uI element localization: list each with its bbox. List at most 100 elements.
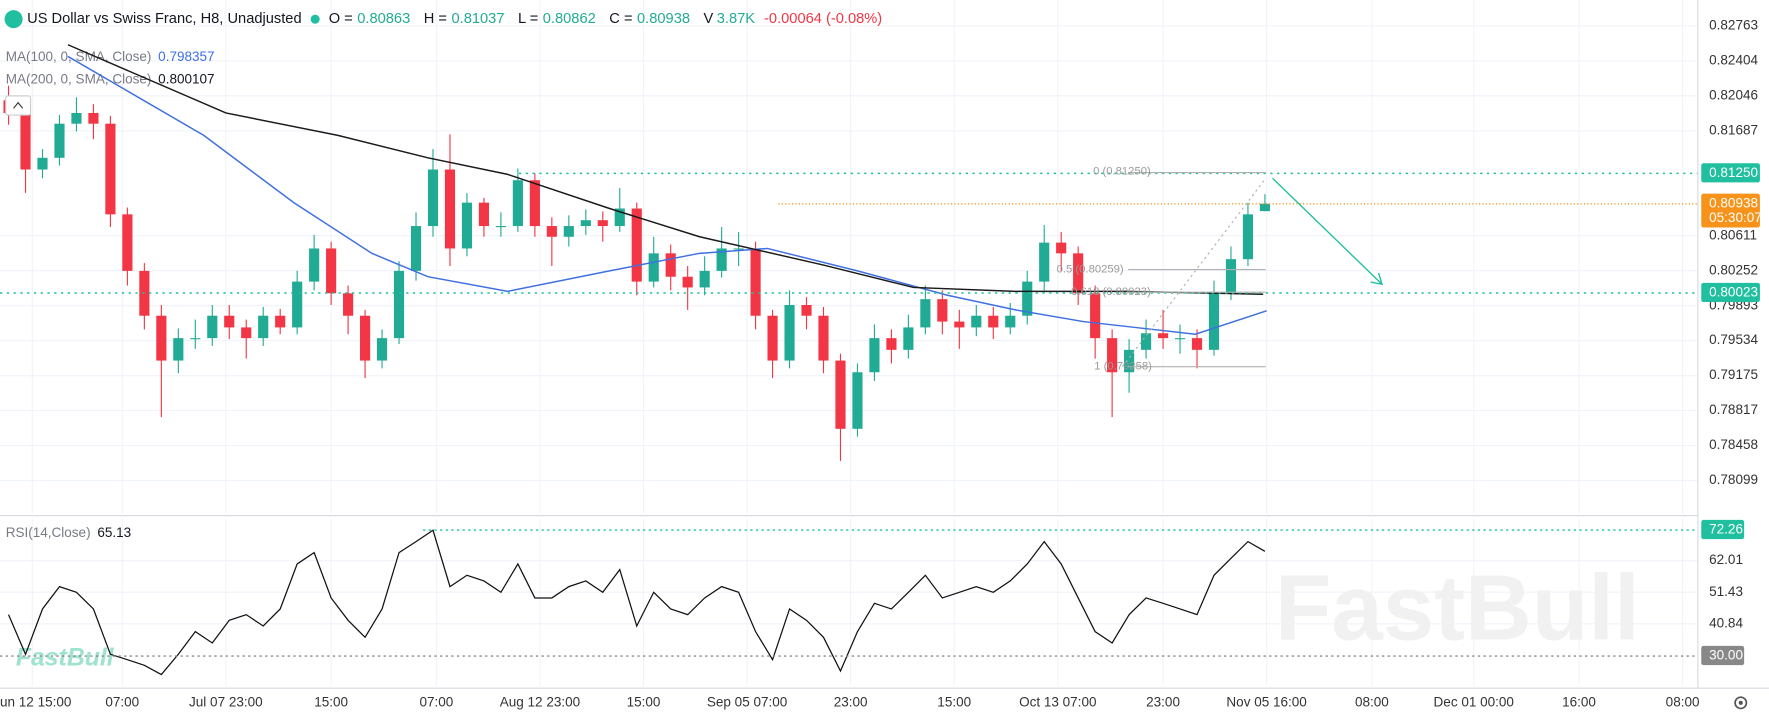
candle-body: [37, 157, 48, 170]
fib-label: 0.618 (0.80023): [1071, 286, 1151, 298]
candle-body: [529, 180, 540, 227]
candle-body: [733, 248, 744, 250]
candle-body: [852, 372, 863, 429]
candle-body: [1242, 214, 1254, 260]
header-text: C =: [609, 11, 632, 27]
candle-body: [207, 315, 218, 339]
candle-body: [376, 338, 388, 361]
candle-body: [1259, 203, 1271, 212]
candle-body: [971, 315, 982, 328]
candle-body: [546, 226, 557, 237]
candle-body: [920, 299, 931, 328]
candle-body: [937, 299, 948, 322]
candle-body: [326, 248, 337, 294]
trend-arrow: [1272, 177, 1383, 285]
y-tick-label: 0.79175: [1709, 367, 1758, 382]
candle-body: [580, 220, 591, 227]
candle-body: [495, 226, 506, 228]
price-badge: [1701, 282, 1760, 303]
candle-body: [71, 112, 82, 124]
collapse-button[interactable]: [5, 95, 32, 116]
candle-body: [88, 112, 99, 124]
candle-body: [648, 253, 659, 282]
grid-layer: [0, 0, 1698, 686]
moving-average: [67, 44, 1264, 296]
countdown: 05:30:07: [1709, 210, 1762, 225]
x-tick-label: 07:00: [105, 694, 139, 709]
candle-body: [1208, 293, 1220, 350]
header-text: L =: [518, 11, 538, 27]
candle-body: [292, 281, 303, 328]
y-tick-label: 0.78458: [1709, 437, 1758, 452]
candle-body: [1073, 253, 1084, 294]
price-badge-label: 0.81250: [1709, 165, 1758, 180]
candle-body: [903, 327, 914, 350]
candle-body: [1107, 338, 1118, 373]
candle-body: [801, 304, 812, 316]
rsi-badge-label: 30.00: [1709, 648, 1743, 663]
candle-body: [343, 293, 354, 316]
candle-body: [818, 315, 829, 361]
status-dot: [310, 14, 320, 24]
candle-body: [275, 315, 286, 328]
fib-label: 0.5 (0.80259): [1057, 264, 1124, 276]
header-text: 0.81037: [451, 11, 504, 27]
rsi-badge-label: 72.26: [1709, 522, 1743, 537]
candle-body: [665, 253, 676, 277]
candle-body: [309, 248, 320, 282]
candle-body: [122, 214, 133, 271]
candle-body: [869, 338, 880, 373]
candle-body: [427, 169, 439, 227]
x-tick-label: Jul 07 23:00: [189, 694, 263, 709]
y-tick-label: 0.80252: [1709, 262, 1758, 277]
candle-body: [988, 315, 999, 328]
symbol-icon: [4, 10, 23, 29]
candle-body: [682, 276, 693, 288]
header-text: 0.80863: [357, 11, 410, 27]
header-text: -0.00064 (-0.08%): [764, 11, 882, 27]
gear-icon[interactable]: [1734, 696, 1748, 710]
x-tick-label: 07:00: [419, 694, 453, 709]
candle-body: [190, 338, 201, 340]
x-tick-label: Aug 12 23:00: [500, 694, 580, 709]
header: US Dollar vs Swiss Franc, H8, Unadjusted…: [4, 10, 882, 29]
price-badge: [1701, 163, 1760, 183]
fib-label: 0 (0.81250): [1093, 165, 1151, 177]
x-tick-label: Sep 05 07:00: [707, 694, 787, 709]
candle-body: [1174, 338, 1186, 340]
legend-value: 0.798357: [158, 49, 214, 64]
price-badge-label: 0.80023: [1709, 285, 1758, 300]
candle-body: [105, 123, 116, 215]
x-tick-label: 08:00: [1355, 694, 1389, 709]
price-badge-label: 0.80938: [1709, 195, 1758, 210]
logo: FastBull: [16, 644, 115, 671]
x-tick-label: 23:00: [1146, 694, 1180, 709]
rsi-badge: [1701, 645, 1745, 666]
x-tick-label: 15:00: [314, 694, 348, 709]
candle-body: [258, 315, 269, 339]
y-tick-label: 0.79534: [1709, 332, 1758, 347]
price-badge: [1701, 193, 1760, 228]
candle-body: [444, 169, 456, 249]
candle-body: [699, 270, 710, 288]
header-text: 0.80938: [637, 11, 690, 27]
candle-body: [1225, 259, 1237, 294]
candle-body: [393, 270, 405, 339]
collapse-icon[interactable]: [13, 101, 24, 109]
candle-body: [563, 226, 574, 237]
y-tick-label: 0.82404: [1709, 52, 1758, 67]
x-tick-label: 16:00: [1562, 694, 1596, 709]
gear-center[interactable]: [1738, 700, 1743, 705]
collapse-box[interactable]: [5, 95, 32, 116]
y-tick-label: 40.84: [1709, 615, 1743, 630]
candle-body: [410, 226, 422, 271]
y-tick-label: 0.82763: [1709, 18, 1758, 33]
x-tick-label: 23:00: [834, 694, 868, 709]
candle-body: [614, 208, 625, 227]
settings-button[interactable]: [1734, 696, 1748, 710]
header-text: 3.87K: [717, 11, 756, 27]
candle-body: [54, 123, 65, 158]
moving-average: [67, 55, 1267, 335]
candle-body: [631, 208, 642, 282]
